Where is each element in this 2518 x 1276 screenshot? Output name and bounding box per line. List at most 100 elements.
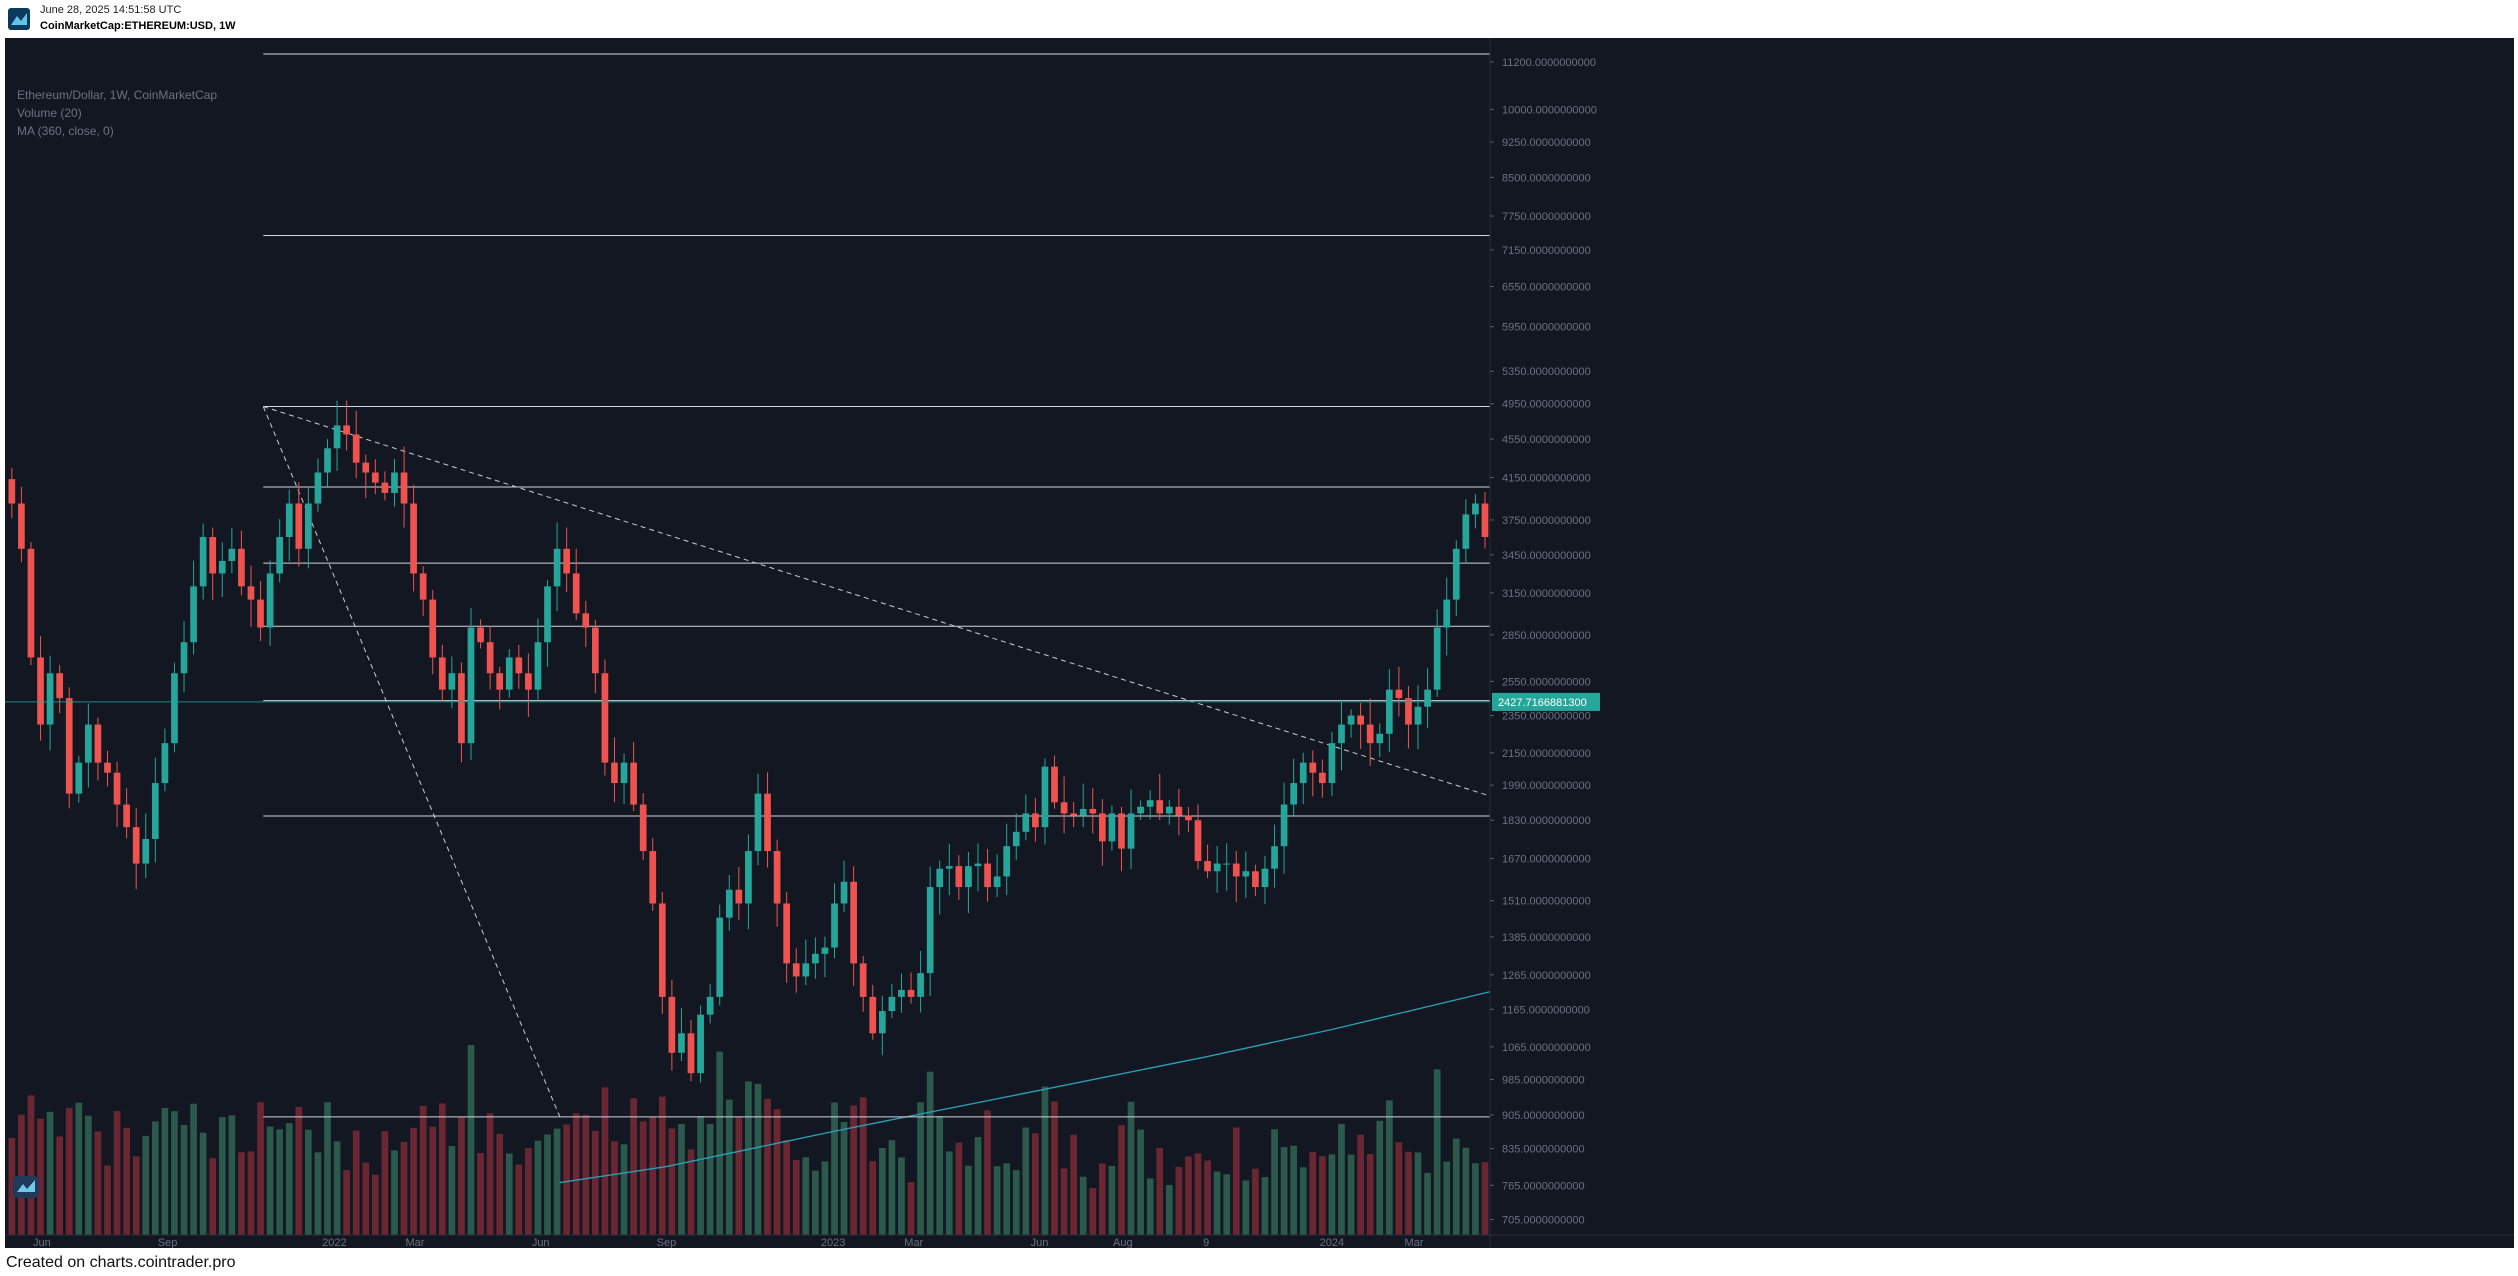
volume-bar [1242, 1180, 1250, 1235]
price-tick-label: 765.0000000000 [1502, 1180, 1585, 1192]
price-tick-label: 9250.0000000000 [1502, 137, 1591, 149]
volume-bar [1385, 1100, 1393, 1235]
price-tick-label: 985.0000000000 [1502, 1075, 1585, 1087]
volume-bar [362, 1162, 370, 1235]
volume-bar [352, 1130, 360, 1235]
price-tick-label: 8500.0000000000 [1502, 172, 1591, 184]
time-tick-label: 2024 [1320, 1237, 1344, 1248]
volume-bar [859, 1097, 867, 1235]
candle-body [926, 887, 934, 974]
candle-body [1165, 806, 1173, 814]
candle-body [1098, 813, 1106, 842]
candle-body [142, 838, 150, 864]
candle-body [907, 989, 915, 997]
candle-body [113, 772, 121, 805]
volume-bar [582, 1114, 590, 1235]
candle-body [1175, 806, 1183, 816]
candle-body [1003, 846, 1011, 877]
candle-body [620, 762, 628, 784]
price-tick-label: 5350.0000000000 [1502, 366, 1591, 378]
price-chart[interactable]: 0(900.9628650300)0.236(1848.7086199700)0… [5, 38, 2514, 1248]
volume-bar [1213, 1171, 1221, 1235]
candle-body [486, 642, 494, 674]
volume-bar [1261, 1176, 1269, 1235]
candle-body [1271, 846, 1278, 869]
candle-body [1127, 813, 1135, 849]
candle-body [1070, 813, 1077, 816]
price-tick-label: 1265.0000000000 [1502, 970, 1591, 982]
volume-bar [391, 1150, 398, 1235]
volume-bar [687, 1149, 695, 1235]
volume-bar [563, 1124, 571, 1235]
time-tick-label: Mar [1404, 1237, 1423, 1248]
time-tick-label: 2022 [322, 1237, 346, 1248]
last-price-label: 2427.7166881300 [1498, 697, 1587, 709]
volume-bar [37, 1118, 44, 1235]
volume-bar [1309, 1152, 1317, 1235]
volume-bar [1156, 1147, 1164, 1235]
candle-body [630, 762, 637, 805]
snapshot-date: June 28, 2025 14:51:58 UTC [40, 4, 182, 16]
candle-body [18, 503, 25, 549]
candle-body [1041, 766, 1049, 828]
candle-body [850, 881, 857, 964]
candle-body [104, 762, 111, 773]
volume-bar [1127, 1101, 1135, 1235]
volume-bar [1070, 1134, 1077, 1235]
volume-bar [1338, 1123, 1345, 1235]
volume-bar [1118, 1125, 1125, 1235]
time-tick-label: Sep [657, 1237, 677, 1248]
volume-bar [1462, 1147, 1470, 1235]
candle-body [1424, 689, 1431, 707]
price-tick-label: 1165.0000000000 [1502, 1004, 1590, 1016]
candle-body [314, 472, 322, 504]
price-tick-label: 3450.0000000000 [1502, 550, 1591, 562]
candle-body [75, 762, 83, 794]
chart-area[interactable]: 0(900.9628650300)0.236(1848.7086199700)0… [5, 38, 2514, 1248]
candle-body [448, 673, 456, 690]
candle-body [429, 599, 437, 658]
candle-body [1376, 733, 1384, 744]
candle-body [1357, 715, 1364, 725]
last-price-badge [1492, 692, 1600, 711]
candle-body [1299, 762, 1307, 784]
volume-bar [75, 1102, 83, 1235]
candle-body [285, 503, 293, 538]
candle-body [1472, 503, 1479, 515]
candle-body [132, 827, 140, 864]
volume-bar [792, 1160, 800, 1235]
time-tick-label: Aug [1113, 1237, 1133, 1248]
candle-body [151, 783, 159, 839]
volume-bar [104, 1165, 111, 1235]
volume-bar [1357, 1134, 1364, 1235]
candle-body [94, 724, 102, 763]
candle-body [754, 793, 762, 852]
candle-body [563, 548, 571, 574]
candle-body [687, 1033, 695, 1074]
price-tick-label: 2850.0000000000 [1502, 630, 1591, 642]
candle-body [295, 503, 303, 549]
candle-body [467, 627, 475, 744]
price-tick-label: 4550.0000000000 [1502, 434, 1591, 446]
volume-bar [218, 1117, 226, 1235]
volume-bar [458, 1116, 465, 1235]
candle-body [869, 996, 877, 1034]
volume-bar [907, 1182, 915, 1235]
price-tick-label: 4150.0000000000 [1502, 473, 1591, 485]
time-tick-label: Mar [405, 1237, 424, 1248]
candle-body [792, 963, 800, 977]
candle-body [745, 851, 752, 904]
volume-bar [142, 1135, 150, 1235]
volume-bar [238, 1152, 245, 1235]
volume-bar [132, 1156, 140, 1235]
volume-bar [706, 1123, 714, 1235]
volume-bar [1098, 1163, 1106, 1235]
volume-bar [812, 1170, 819, 1235]
volume-bar [544, 1134, 551, 1235]
candle-body [678, 1033, 685, 1053]
candle-body [993, 876, 1001, 888]
chart-legend: Ethereum/Dollar, 1W, CoinMarketCap Volum… [17, 86, 217, 140]
volume-bar [1376, 1120, 1384, 1235]
trend-line [262, 406, 561, 1118]
volume-bar [850, 1105, 857, 1235]
